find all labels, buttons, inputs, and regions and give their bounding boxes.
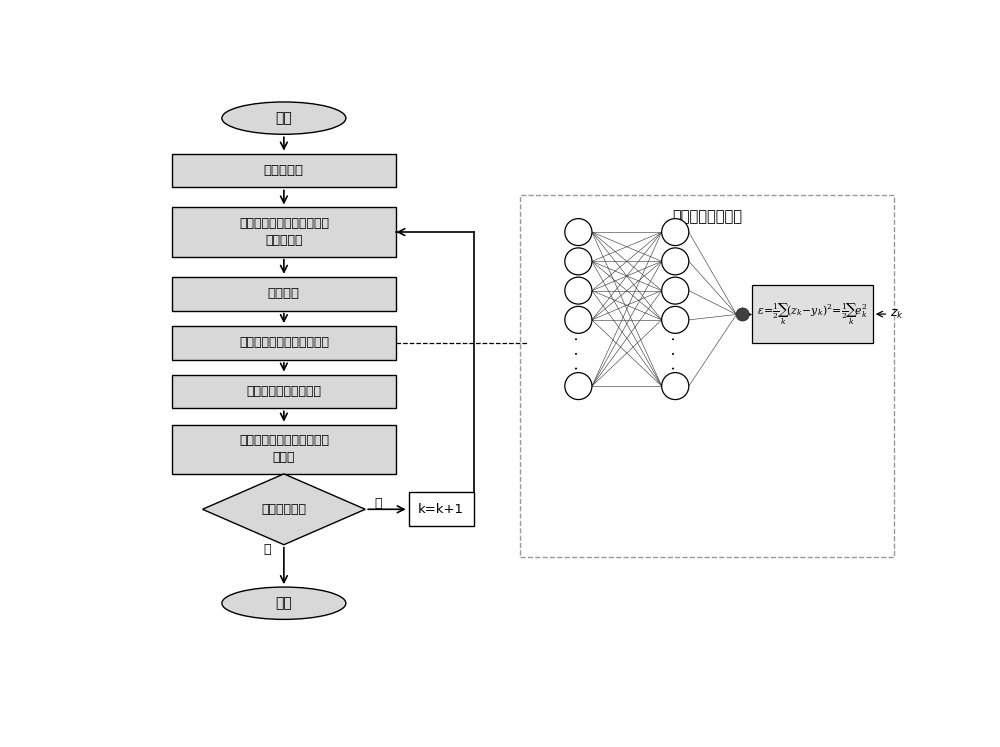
Text: 权值分裂: 权值分裂	[268, 287, 300, 300]
Text: 计算重要性权值、粒子按权
值降序排列: 计算重要性权值、粒子按权 值降序排列	[239, 217, 329, 247]
Text: 仿真是否结束: 仿真是否结束	[261, 503, 306, 515]
FancyBboxPatch shape	[172, 154, 396, 187]
FancyBboxPatch shape	[172, 374, 396, 409]
Circle shape	[662, 373, 689, 400]
Text: 开始: 开始	[276, 111, 292, 125]
Text: 计算有效粒子数、判断是否
重采样: 计算有效粒子数、判断是否 重采样	[239, 434, 329, 464]
Text: ·  ·  ·: · · ·	[668, 336, 683, 370]
FancyBboxPatch shape	[172, 326, 396, 360]
Circle shape	[565, 219, 592, 246]
Ellipse shape	[222, 102, 346, 134]
Text: 否: 否	[375, 497, 382, 509]
Circle shape	[565, 277, 592, 304]
FancyBboxPatch shape	[520, 195, 894, 557]
Text: k=k+1: k=k+1	[418, 503, 464, 515]
Circle shape	[662, 306, 689, 333]
Circle shape	[565, 248, 592, 275]
Text: 神经网络调整粒子: 神经网络调整粒子	[672, 209, 742, 224]
Text: 结束: 结束	[276, 596, 292, 610]
FancyBboxPatch shape	[172, 208, 396, 257]
Circle shape	[565, 373, 592, 400]
Text: ·  ·  ·: · · ·	[571, 336, 586, 370]
Circle shape	[736, 308, 749, 321]
FancyBboxPatch shape	[752, 285, 873, 343]
Circle shape	[662, 219, 689, 246]
Text: 是: 是	[263, 543, 271, 556]
Text: 初始化采样: 初始化采样	[264, 164, 304, 177]
Text: $\varepsilon\!=\!\frac{1}{2}\!\sum_k\!(z_k\!-\!y_k)^2\!=\!\frac{1}{2}\!\sum_k\! : $\varepsilon\!=\!\frac{1}{2}\!\sum_k\!(z…	[757, 301, 868, 327]
Ellipse shape	[222, 587, 346, 619]
Polygon shape	[202, 474, 365, 545]
Text: $z_k$: $z_k$	[890, 308, 904, 320]
Circle shape	[565, 306, 592, 333]
FancyBboxPatch shape	[172, 276, 396, 311]
Circle shape	[662, 277, 689, 304]
FancyBboxPatch shape	[409, 492, 474, 526]
Text: 粒子调整、计算重要性权值: 粒子调整、计算重要性权值	[239, 336, 329, 350]
Text: 权值归一化、状态估计: 权值归一化、状态估计	[246, 385, 321, 398]
Circle shape	[662, 248, 689, 275]
FancyBboxPatch shape	[172, 424, 396, 474]
